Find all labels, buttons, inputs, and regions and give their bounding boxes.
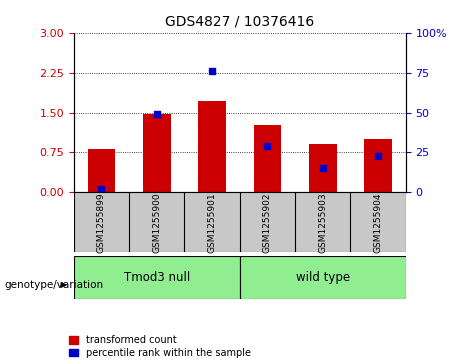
Point — [208, 68, 216, 74]
Text: GSM1255903: GSM1255903 — [318, 192, 327, 253]
Point — [319, 166, 326, 171]
Bar — [198, 101, 226, 192]
Bar — [364, 139, 392, 192]
Bar — [309, 144, 337, 192]
Legend: transformed count, percentile rank within the sample: transformed count, percentile rank withi… — [70, 335, 251, 358]
FancyBboxPatch shape — [74, 256, 240, 299]
Bar — [88, 149, 115, 192]
Text: GSM1255904: GSM1255904 — [373, 192, 383, 253]
Point — [98, 186, 105, 192]
Text: GSM1255902: GSM1255902 — [263, 192, 272, 253]
FancyBboxPatch shape — [74, 192, 406, 252]
Text: genotype/variation: genotype/variation — [5, 280, 104, 290]
Point — [374, 153, 382, 159]
Text: wild type: wild type — [296, 271, 350, 284]
Text: GSM1255901: GSM1255901 — [207, 192, 217, 253]
Bar — [143, 114, 171, 192]
Text: GSM1255900: GSM1255900 — [152, 192, 161, 253]
Text: GSM1255899: GSM1255899 — [97, 192, 106, 253]
Point — [264, 143, 271, 149]
Title: GDS4827 / 10376416: GDS4827 / 10376416 — [165, 15, 314, 29]
Bar — [254, 125, 281, 192]
Point — [153, 111, 160, 117]
Text: Tmod3 null: Tmod3 null — [124, 271, 190, 284]
FancyBboxPatch shape — [240, 256, 406, 299]
